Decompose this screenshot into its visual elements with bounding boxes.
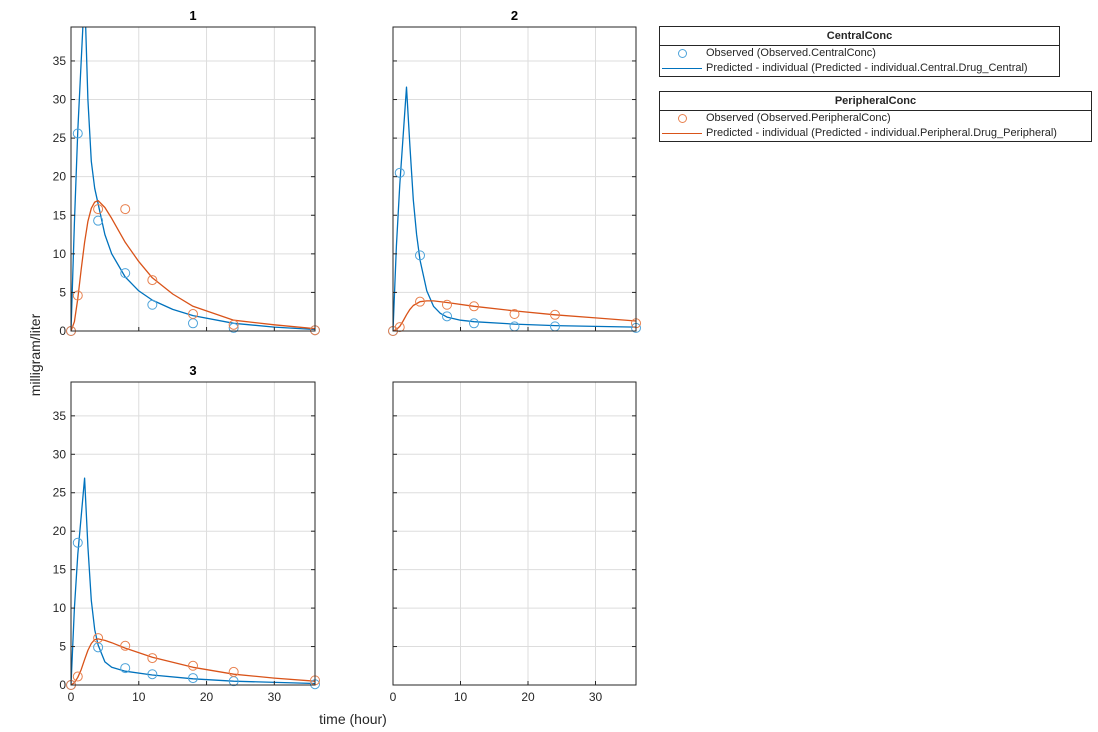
- y-tick-label: 25: [53, 131, 67, 145]
- central-predicted-line: [71, 477, 315, 685]
- y-tick-label: 35: [53, 54, 67, 68]
- x-tick-label: 30: [589, 690, 603, 704]
- peripheral-observed-marker: [469, 301, 479, 312]
- y-tick-label: 20: [53, 524, 67, 538]
- peripheral-observed-marker: [93, 204, 104, 215]
- legend-entry-observed[interactable]: Observed (Observed.CentralConc): [660, 46, 1059, 61]
- axes-frame: [392, 381, 637, 686]
- subplot-title: 1: [189, 8, 196, 23]
- legend-title: CentralConc: [660, 27, 1059, 46]
- legend-entry-predicted[interactable]: Predicted - individual (Predicted - indi…: [660, 61, 1059, 76]
- y-tick-label: 0: [59, 678, 66, 692]
- x-tick-label: 20: [200, 690, 214, 704]
- legend-central[interactable]: CentralConc Observed (Observed.CentralCo…: [659, 26, 1060, 77]
- x-tick-label: 10: [132, 690, 146, 704]
- y-tick-label: 5: [59, 285, 66, 299]
- x-tick-label: 10: [454, 690, 468, 704]
- circle-marker-icon: [678, 114, 687, 123]
- legend-entry-label: Predicted - individual (Predicted - indi…: [706, 62, 1028, 74]
- central-observed-marker: [188, 673, 198, 684]
- peripheral-observed-marker: [442, 299, 452, 310]
- peripheral-observed-marker: [93, 633, 104, 644]
- y-tick-label: 0: [59, 324, 66, 338]
- peripheral-predicted-line: [393, 300, 636, 331]
- subplot-4: 0 10 20 30: [390, 381, 637, 704]
- central-observed-marker: [228, 322, 239, 333]
- central-observed-marker: [442, 311, 452, 322]
- line-marker-icon: [662, 68, 702, 69]
- peripheral-observed-marker: [228, 666, 239, 677]
- legend-entry-label: Observed (Observed.PeripheralConc): [706, 112, 891, 124]
- central-predicted-line: [393, 86, 636, 331]
- line-marker-icon: [662, 133, 702, 134]
- legend-entry-observed[interactable]: Observed (Observed.PeripheralConc): [660, 111, 1091, 126]
- peripheral-observed-marker: [415, 296, 425, 307]
- subplot-1: 0 5 10 15 20 25 30 35 1: [53, 8, 320, 338]
- legend-entry-predicted[interactable]: Predicted - individual (Predicted - indi…: [660, 126, 1091, 141]
- peripheral-observed-marker: [72, 671, 83, 682]
- peripheral-observed-marker: [147, 275, 158, 286]
- peripheral-observed-marker: [120, 640, 131, 651]
- central-observed-marker: [72, 128, 83, 139]
- central-observed-marker: [415, 250, 425, 261]
- y-tick-label: 15: [53, 208, 67, 222]
- subplot-title: 3: [189, 363, 196, 378]
- legend-title: PeripheralConc: [660, 92, 1091, 111]
- y-tick-label: 35: [53, 409, 67, 423]
- subplot-3: 0 5 10 15 20 25 30 35 0 10 20 30 3: [53, 363, 320, 704]
- axes-frame: [70, 26, 316, 332]
- legend-entry-label: Observed (Observed.CentralConc): [706, 47, 876, 59]
- x-tick-label: 30: [268, 690, 282, 704]
- x-tick-label: 20: [521, 690, 535, 704]
- peripheral-observed-marker: [147, 653, 158, 664]
- central-predicted-line: [71, 27, 315, 331]
- y-tick-label: 5: [59, 640, 66, 654]
- central-observed-marker: [147, 299, 158, 310]
- axes-frame: [70, 381, 316, 686]
- central-observed-marker: [93, 215, 104, 226]
- legend-entry-label: Predicted - individual (Predicted - indi…: [706, 127, 1057, 139]
- peripheral-observed-marker: [550, 309, 560, 320]
- subplot-title: 2: [511, 8, 518, 23]
- y-tick-label: 30: [53, 447, 67, 461]
- y-axis-label: milligram/liter: [27, 313, 43, 396]
- peripheral-predicted-line: [71, 199, 315, 331]
- y-tick-label: 10: [53, 247, 67, 261]
- peripheral-observed-marker: [188, 309, 198, 320]
- central-observed-marker: [120, 663, 131, 674]
- central-observed-marker: [120, 268, 131, 279]
- peripheral-observed-marker: [228, 319, 239, 330]
- y-tick-label: 20: [53, 170, 67, 184]
- y-tick-label: 25: [53, 486, 67, 500]
- legend-peripheral[interactable]: PeripheralConc Observed (Observed.Periph…: [659, 91, 1092, 142]
- y-tick-label: 10: [53, 601, 67, 615]
- x-tick-label: 0: [68, 690, 75, 704]
- central-observed-marker: [72, 537, 83, 548]
- central-observed-marker: [469, 318, 479, 329]
- central-observed-marker: [147, 669, 158, 680]
- peripheral-observed-marker: [120, 204, 131, 215]
- peripheral-observed-marker: [394, 322, 405, 333]
- y-tick-label: 15: [53, 563, 67, 577]
- peripheral-observed-marker: [509, 309, 520, 320]
- subplot-2: 2: [388, 8, 641, 336]
- circle-marker-icon: [678, 49, 687, 58]
- y-tick-label: 30: [53, 93, 67, 107]
- x-axis-label: time (hour): [319, 711, 387, 727]
- x-tick-label: 0: [390, 690, 397, 704]
- central-observed-marker: [394, 167, 405, 178]
- peripheral-observed-marker: [188, 660, 198, 671]
- axes-frame: [392, 26, 637, 332]
- peripheral-observed-marker: [72, 290, 83, 301]
